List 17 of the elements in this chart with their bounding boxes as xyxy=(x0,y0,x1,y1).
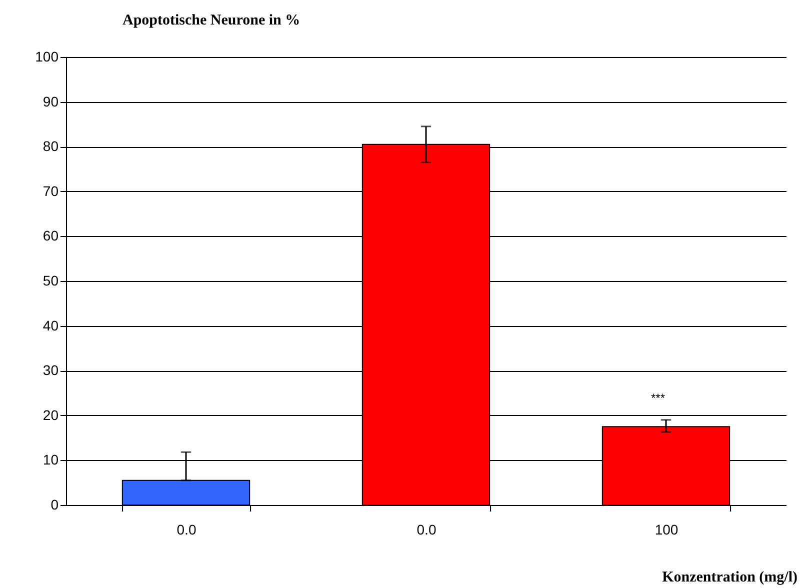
y-tick-label: 40 xyxy=(42,317,59,334)
y-axis-title: Apoptotische Neurone in % xyxy=(122,12,300,28)
y-tick-label: 90 xyxy=(42,93,59,110)
y-tick-label: 100 xyxy=(35,48,59,64)
x-tick-label: 0.0 xyxy=(176,522,196,538)
y-tick-label: 20 xyxy=(42,406,59,423)
y-tick-label: 10 xyxy=(42,452,59,468)
x-tick-label: 100 xyxy=(654,522,678,538)
x-axis-title: Konzentration (mg/l) xyxy=(662,570,798,586)
y-tick-label: 0 xyxy=(50,496,59,512)
y-tick-label: 50 xyxy=(42,272,59,288)
annotation: *** xyxy=(650,391,666,405)
x-tick-label: 0.0 xyxy=(416,522,436,538)
y-tick-label: 70 xyxy=(42,182,59,199)
y-tick-label: 30 xyxy=(42,362,59,378)
y-tick-label: 60 xyxy=(42,228,59,244)
y-tick-label: 80 xyxy=(42,138,59,154)
